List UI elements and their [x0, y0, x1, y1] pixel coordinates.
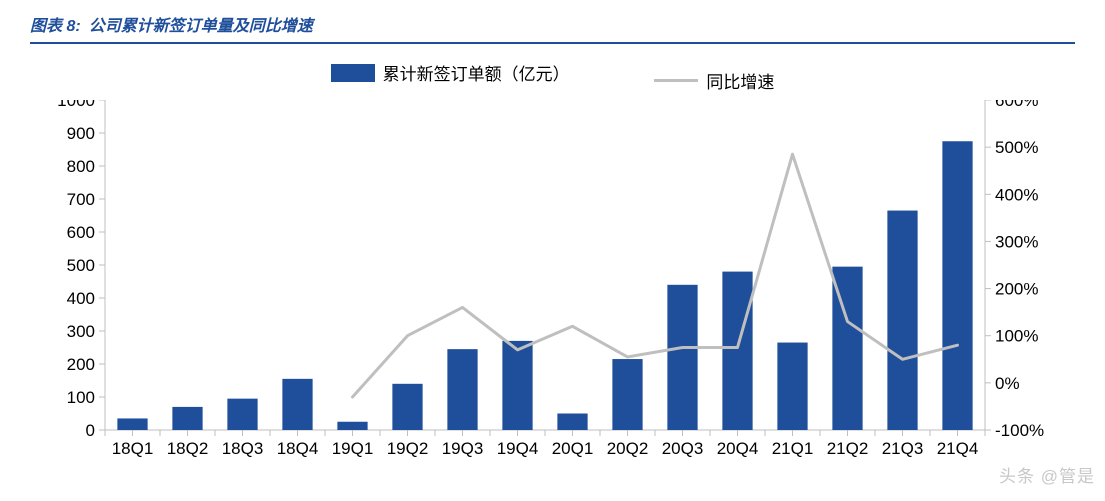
legend-swatch-bar [331, 64, 375, 82]
y-right-tick-label: 200% [995, 280, 1038, 299]
y-left-tick-label: 800 [67, 157, 95, 176]
legend-item-bar: 累计新签订单额（亿元） [331, 60, 570, 85]
x-tick-label: 18Q3 [222, 439, 264, 458]
chart-title-bar: 图表 8: 公司累计新签订单量及同比增速 [30, 12, 1075, 44]
legend-bar-label: 累计新签订单额（亿元） [383, 60, 570, 85]
x-tick-label: 19Q4 [497, 439, 539, 458]
chart-legend: 累计新签订单额（亿元） 同比增速 [0, 60, 1105, 93]
y-left-tick-label: 100 [67, 388, 95, 407]
x-tick-label: 20Q1 [552, 439, 594, 458]
bar [392, 384, 422, 430]
x-tick-label: 19Q1 [332, 439, 374, 458]
bar [777, 343, 807, 430]
bar [502, 341, 532, 430]
y-left-tick-label: 200 [67, 355, 95, 374]
x-tick-label: 21Q2 [827, 439, 869, 458]
chart-area: 0 100 200 300 400 500 600 700 800 900 1000 -100% 0% 1… [30, 100, 1075, 480]
bar [612, 359, 642, 430]
chart-title-text: 公司累计新签订单量及同比增速 [89, 12, 313, 36]
legend-swatch-line [654, 79, 698, 82]
x-tick-label: 18Q2 [167, 439, 209, 458]
x-tick-label: 20Q3 [662, 439, 704, 458]
bar [887, 211, 917, 430]
bar [667, 285, 697, 430]
x-tick-label: 19Q3 [442, 439, 484, 458]
bar [117, 418, 147, 430]
bar [172, 407, 202, 430]
x-tick-label: 21Q4 [937, 439, 979, 458]
y-left-tick-label: 400 [67, 289, 95, 308]
bar [447, 349, 477, 430]
x-tick-label: 20Q4 [717, 439, 759, 458]
y-right-tick-label: 500% [995, 138, 1038, 157]
bar [282, 379, 312, 430]
growth-line [353, 154, 958, 397]
y-right-tick-label: 0% [995, 374, 1020, 393]
chart-title-prefix: 图表 8: [30, 12, 81, 36]
y-left-tick-label: 1000 [57, 100, 95, 110]
x-tick-label: 21Q3 [882, 439, 924, 458]
y-right-tick-label: -100% [995, 421, 1044, 440]
bar [722, 272, 752, 430]
x-tick-label: 21Q1 [772, 439, 814, 458]
x-tick-label: 20Q2 [607, 439, 649, 458]
x-tick-label: 18Q4 [277, 439, 319, 458]
y-left-tick-label: 600 [67, 223, 95, 242]
y-left-tick-label: 300 [67, 322, 95, 341]
bar [557, 414, 587, 431]
x-tick-label: 19Q2 [387, 439, 429, 458]
bar [337, 422, 367, 430]
y-left-tick-label: 900 [67, 124, 95, 143]
bar [227, 399, 257, 430]
chart-svg: 0 100 200 300 400 500 600 700 800 900 1000 -100% 0% 1… [30, 100, 1075, 480]
legend-item-line: 同比增速 [654, 68, 774, 93]
y-right-tick-label: 600% [995, 100, 1038, 110]
y-right-tick-label: 300% [995, 232, 1038, 251]
y-right-tick-label: 400% [995, 185, 1038, 204]
x-tick-label: 18Q1 [112, 439, 154, 458]
legend-line-label: 同比增速 [706, 68, 774, 93]
y-left-tick-label: 500 [67, 256, 95, 275]
y-left-tick-label: 0 [86, 421, 95, 440]
y-left-tick-label: 700 [67, 190, 95, 209]
y-right-tick-label: 100% [995, 327, 1038, 346]
bar [942, 141, 972, 430]
